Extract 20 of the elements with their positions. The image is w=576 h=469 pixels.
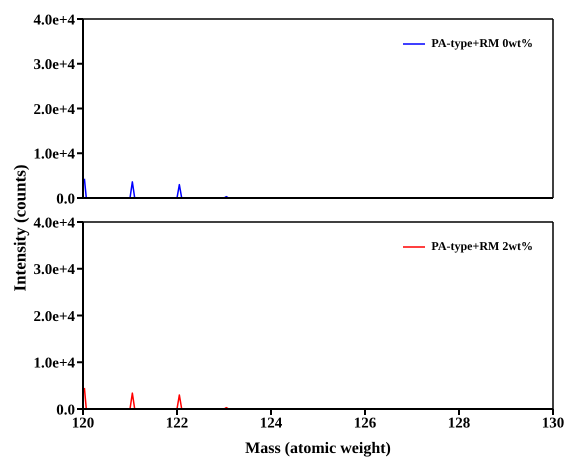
- y-tick-label: 3.0e+4: [34, 262, 76, 278]
- x-axis-title: Mass (atomic weight): [245, 440, 391, 457]
- x-tick-label: 124: [260, 416, 283, 432]
- x-tick-label: 126: [354, 416, 377, 432]
- y-tick-label: 0.0: [56, 402, 75, 418]
- y-tick-label: 1.0e+4: [34, 146, 76, 163]
- y-tick-label: 4.0e+4: [34, 12, 76, 28]
- y-tick-label: 1.0e+4: [34, 356, 76, 372]
- x-tick-label: 122: [166, 416, 188, 432]
- y-tick-label: 0.0: [56, 191, 75, 208]
- legend-label: PA-type+RM 2wt%: [431, 239, 533, 254]
- x-tick-label: 130: [542, 416, 564, 432]
- x-tick-label: 120: [72, 416, 94, 432]
- legend-label: PA-type+RM 0wt%: [431, 36, 533, 51]
- y-axis-title: Intensity (counts): [11, 164, 31, 292]
- x-tick-label: 128: [448, 416, 470, 432]
- y-tick-label: 3.0e+4: [34, 57, 76, 74]
- y-tick-label: 2.0e+4: [34, 308, 76, 325]
- y-tick-label: 4.0e+4: [34, 215, 76, 232]
- y-tick-label: 2.0e+4: [34, 102, 76, 118]
